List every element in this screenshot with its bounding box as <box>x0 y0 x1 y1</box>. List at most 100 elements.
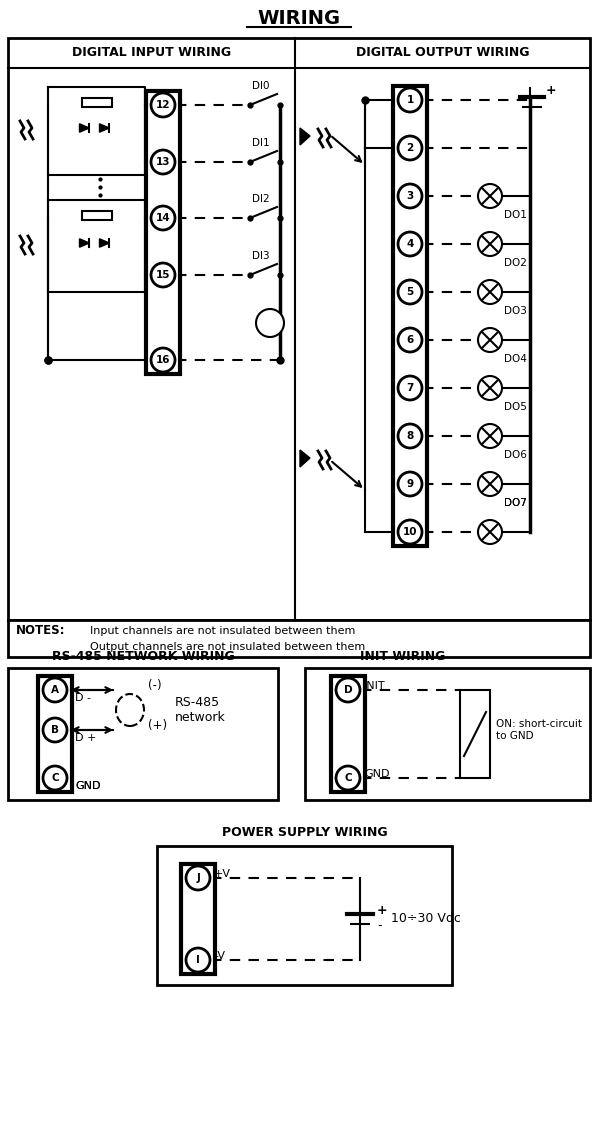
Text: DO4: DO4 <box>504 354 527 364</box>
Text: DO7: DO7 <box>504 498 527 508</box>
Circle shape <box>256 309 284 337</box>
Bar <box>81 210 111 219</box>
Text: 12: 12 <box>155 100 170 110</box>
Text: 14: 14 <box>155 213 170 222</box>
Text: 9: 9 <box>407 479 414 489</box>
Circle shape <box>151 348 175 372</box>
Circle shape <box>398 472 422 496</box>
Circle shape <box>398 232 422 257</box>
Text: DI2: DI2 <box>252 194 270 204</box>
Text: DI1: DI1 <box>252 138 270 148</box>
Bar <box>331 676 365 792</box>
Bar <box>393 86 427 546</box>
Text: A: A <box>51 686 59 695</box>
Bar <box>460 690 490 777</box>
Text: Output channels are not insulated between them: Output channels are not insulated betwee… <box>90 642 365 651</box>
Circle shape <box>478 184 502 208</box>
Text: WIRING: WIRING <box>257 8 341 27</box>
Circle shape <box>398 376 422 400</box>
Circle shape <box>398 520 422 544</box>
Text: 10: 10 <box>402 527 417 537</box>
Circle shape <box>398 184 422 208</box>
Circle shape <box>151 205 175 230</box>
Text: DIGITAL INPUT WIRING: DIGITAL INPUT WIRING <box>72 47 231 59</box>
Circle shape <box>43 766 67 790</box>
Text: DI0: DI0 <box>252 81 270 91</box>
Circle shape <box>398 424 422 448</box>
Bar <box>8 669 278 800</box>
Polygon shape <box>300 449 310 466</box>
Text: 16: 16 <box>155 355 170 365</box>
Polygon shape <box>80 124 89 132</box>
Circle shape <box>478 232 502 257</box>
Text: B: B <box>51 725 59 735</box>
Text: DO2: DO2 <box>504 258 527 268</box>
Text: 10÷30 Vdc: 10÷30 Vdc <box>391 913 461 925</box>
Text: DO6: DO6 <box>504 449 527 460</box>
Circle shape <box>478 424 502 448</box>
Circle shape <box>186 866 210 890</box>
Bar <box>146 91 180 375</box>
Text: DI3: DI3 <box>252 251 270 261</box>
Text: 3: 3 <box>407 191 414 201</box>
Text: 6: 6 <box>407 335 414 345</box>
Text: C: C <box>344 773 352 783</box>
Text: (-): (-) <box>148 680 161 692</box>
Bar <box>8 620 590 657</box>
Text: GND: GND <box>364 770 389 779</box>
Text: 1: 1 <box>407 95 414 106</box>
Bar <box>305 669 590 800</box>
Text: GND: GND <box>75 781 100 791</box>
Text: DO3: DO3 <box>504 306 527 316</box>
Circle shape <box>43 678 67 703</box>
Polygon shape <box>99 238 109 247</box>
Text: D +: D + <box>75 733 96 743</box>
Text: C: C <box>51 773 59 783</box>
Circle shape <box>478 520 502 544</box>
Polygon shape <box>300 128 310 145</box>
Circle shape <box>151 263 175 287</box>
Circle shape <box>336 678 360 703</box>
Text: 13: 13 <box>155 157 170 167</box>
Text: DIGITAL OUTPUT WIRING: DIGITAL OUTPUT WIRING <box>356 47 529 59</box>
Circle shape <box>398 328 422 352</box>
Circle shape <box>398 89 422 112</box>
Circle shape <box>43 718 67 742</box>
Bar <box>81 98 111 107</box>
Circle shape <box>398 136 422 160</box>
Text: 5: 5 <box>407 287 414 297</box>
Text: (+): (+) <box>148 720 167 732</box>
Circle shape <box>478 328 502 352</box>
Circle shape <box>478 280 502 304</box>
Text: DO5: DO5 <box>504 402 527 412</box>
Text: +V: +V <box>214 869 231 878</box>
Circle shape <box>398 280 422 304</box>
Text: POWER SUPPLY WIRING: POWER SUPPLY WIRING <box>222 825 388 839</box>
Text: -: - <box>377 919 382 933</box>
Text: INIT: INIT <box>364 681 386 691</box>
Text: ON: short-circuit
to GND: ON: short-circuit to GND <box>496 720 582 741</box>
Circle shape <box>186 948 210 972</box>
Text: J: J <box>196 873 200 883</box>
Circle shape <box>151 93 175 117</box>
Bar <box>38 676 72 792</box>
Text: 2: 2 <box>407 143 414 153</box>
Text: DO7: DO7 <box>504 498 527 508</box>
Text: I: I <box>196 955 200 965</box>
Text: D: D <box>344 686 352 695</box>
Bar <box>8 37 590 620</box>
Circle shape <box>151 150 175 174</box>
Text: +: + <box>546 84 557 96</box>
Text: 8: 8 <box>407 431 414 442</box>
Text: 4: 4 <box>406 239 414 249</box>
Text: Input channels are not insulated between them: Input channels are not insulated between… <box>90 627 355 636</box>
Text: DO1: DO1 <box>504 210 527 220</box>
Text: GND: GND <box>75 781 100 791</box>
Polygon shape <box>80 238 89 247</box>
Circle shape <box>478 472 502 496</box>
Text: 15: 15 <box>155 270 170 280</box>
Text: 7: 7 <box>406 382 414 393</box>
Text: RS-485 NETWORK WIRING: RS-485 NETWORK WIRING <box>51 649 234 663</box>
Text: RS-485
network: RS-485 network <box>175 696 226 724</box>
Text: +: + <box>377 903 388 916</box>
